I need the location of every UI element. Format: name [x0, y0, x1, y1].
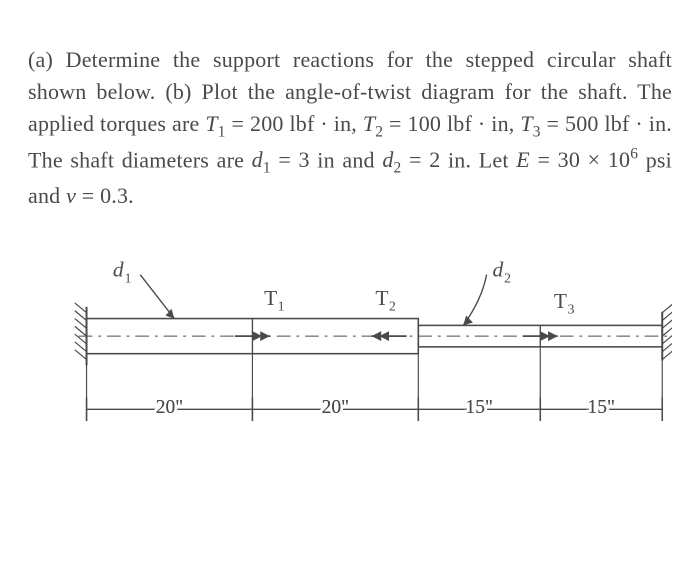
d1-value: 3 — [299, 147, 310, 172]
T2-var: T — [363, 111, 375, 136]
svg-text:20": 20" — [322, 398, 349, 419]
eq4: = — [271, 147, 299, 172]
text-s4: in. Let — [440, 147, 516, 172]
T3-var: T — [520, 111, 532, 136]
problem-text: (a) Determine the support reactions for … — [28, 44, 672, 211]
T3-value: 500 — [565, 111, 599, 136]
nu-value: 0.3. — [100, 183, 134, 208]
T3-sub: 3 — [533, 123, 541, 140]
svg-text:15": 15" — [466, 398, 493, 419]
T1-sub: 1 — [218, 123, 226, 140]
T1-value: 200 — [250, 111, 284, 136]
shaft-diagram: d1d2T1T2T320"20"20"20"15"15"15"15" — [28, 241, 672, 441]
T2-value: 100 — [408, 111, 442, 136]
svg-text:3: 3 — [568, 302, 575, 317]
svg-text:d: d — [492, 258, 503, 282]
svg-text:1: 1 — [278, 299, 285, 314]
part-a-label: (a) — [28, 47, 53, 72]
svg-text:d: d — [113, 258, 124, 282]
svg-text:2: 2 — [504, 271, 511, 286]
eq5: = — [401, 147, 429, 172]
svg-text:T: T — [554, 289, 567, 313]
T1-var: T — [205, 111, 217, 136]
T3-unit: lbf · in. — [599, 111, 672, 136]
eq7: = — [76, 183, 100, 208]
nu-var: ν — [66, 183, 76, 208]
E-unit: psi — [638, 147, 672, 172]
T1-unit: lbf · in, — [284, 111, 357, 136]
E-var: E — [516, 147, 530, 172]
svg-text:T: T — [375, 286, 388, 310]
eq1: = — [226, 111, 250, 136]
d1-sub: 1 — [263, 159, 271, 176]
svg-text:15": 15" — [588, 398, 615, 419]
eq3: = — [541, 111, 565, 136]
d1-var: d — [252, 147, 263, 172]
text-s3: in and — [310, 147, 383, 172]
d2-var: d — [382, 147, 393, 172]
eq6: = — [530, 147, 558, 172]
d2-value: 2 — [429, 147, 440, 172]
T2-unit: lbf · in, — [441, 111, 514, 136]
svg-text:1: 1 — [125, 271, 132, 286]
svg-text:2: 2 — [389, 299, 396, 314]
figure: d1d2T1T2T320"20"20"20"15"15"15"15" — [28, 241, 672, 441]
eq2: = — [383, 111, 407, 136]
svg-text:20": 20" — [156, 398, 183, 419]
svg-text:T: T — [264, 286, 277, 310]
E-value: 30 × 10 — [558, 147, 631, 172]
E-exp: 6 — [630, 146, 638, 163]
text-s2: The shaft diameters are — [28, 147, 252, 172]
text-s5: and — [28, 183, 66, 208]
